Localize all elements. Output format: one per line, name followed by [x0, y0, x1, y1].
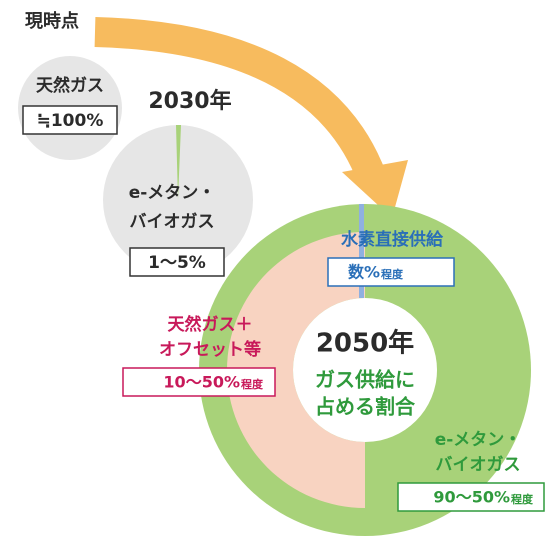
title-2050: 2050年: [316, 328, 414, 359]
share-box: [129, 247, 225, 277]
label-2030: バイオガス: [130, 212, 215, 232]
label-2030: e-メタン・: [129, 183, 216, 203]
share-box: [397, 482, 545, 512]
current-label: 天然ガス: [36, 75, 104, 96]
natural-gas-share: 10～50%: [163, 373, 240, 392]
natural-gas-label: オフセット等: [159, 339, 261, 360]
slice-2030: [176, 125, 181, 200]
share-box: [122, 367, 276, 397]
emethane-label: バイオガス: [436, 455, 521, 475]
current-share: ≒100%: [37, 111, 104, 131]
natural-gas-label: 天然ガス＋: [168, 314, 253, 335]
hydrogen-suffix: 程度: [381, 267, 404, 281]
subtitle-2050: ガス供給に: [315, 368, 415, 392]
natural-gas-suffix: 程度: [241, 377, 264, 391]
title-2030: 2030年: [148, 88, 231, 114]
emethane-label: e-メタン・: [435, 430, 522, 450]
emethane-suffix: 程度: [511, 492, 534, 506]
subtitle-2050: 占める割合: [315, 395, 416, 419]
hydrogen-share: 数%: [348, 263, 380, 282]
donut-hole: [293, 298, 437, 442]
hydrogen-label: 水素直接供給: [341, 229, 444, 250]
emethane-share: 90～50%: [433, 488, 510, 507]
arrow: [94, 17, 387, 184]
donut-hydrogen: [359, 204, 364, 298]
share-box: [22, 105, 118, 135]
now-label: 現時点: [25, 10, 79, 32]
arrow-head: [342, 160, 408, 218]
donut-natural-gas: [227, 232, 365, 508]
share-2030: 1～5%: [148, 253, 206, 273]
share-box: [327, 257, 455, 287]
